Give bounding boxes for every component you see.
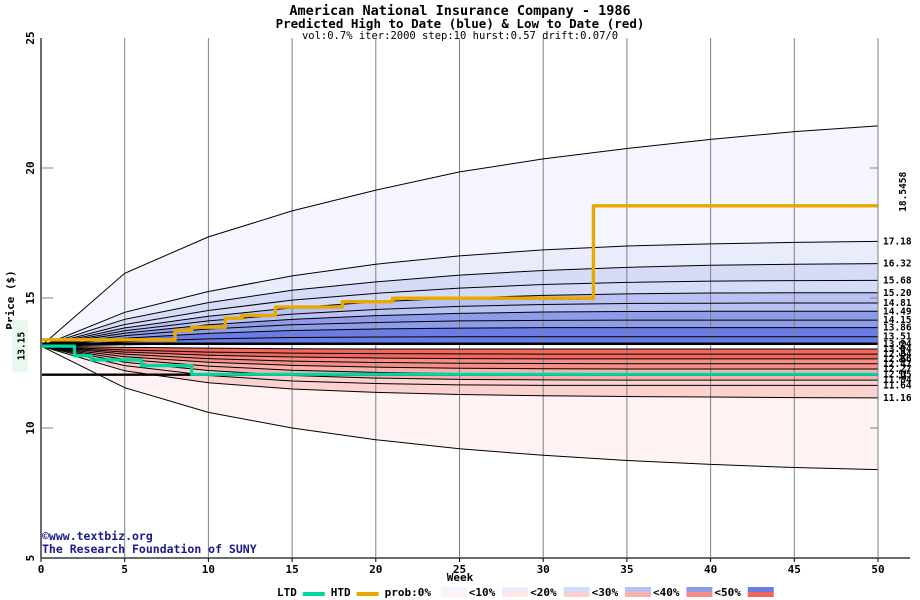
htd-end-label: 18.5458 <box>898 171 909 211</box>
right-axis-value: 15.20 <box>883 288 912 299</box>
right-axis-value: 13.86 <box>883 323 912 334</box>
legend-swatch-bottom-6 <box>686 592 713 597</box>
svg-text:25: 25 <box>24 31 37 44</box>
svg-text:5: 5 <box>24 555 37 562</box>
svg-text:20: 20 <box>24 161 37 174</box>
chart-subtitle: Predicted High to Date (blue) & Low to D… <box>276 16 645 31</box>
legend-label-2: prob:0% <box>385 586 432 599</box>
start-price-label: 13.15 <box>12 320 28 373</box>
legend-swatch-bottom-5 <box>625 592 651 597</box>
svg-text:0: 0 <box>38 563 45 576</box>
legend-label-5: <30% <box>592 586 619 599</box>
x-axis-label: Week <box>447 571 474 584</box>
svg-text:10: 10 <box>24 421 37 434</box>
legend-swatch-bottom-7 <box>747 592 774 597</box>
svg-text:50: 50 <box>871 563 884 576</box>
svg-text:15: 15 <box>24 291 37 304</box>
right-axis-value: 16.32 <box>883 259 912 270</box>
right-axis-value: 12.66 <box>883 354 912 365</box>
right-axis-value: 14.15 <box>883 315 912 326</box>
legend-swatch-top-4 <box>563 587 590 592</box>
right-axis-value: 12.05 <box>883 370 912 381</box>
right-axis-value: 14.81 <box>883 298 912 309</box>
y-axis-label: Price ($) <box>4 270 17 330</box>
legend-swatch-bottom-3 <box>502 592 529 597</box>
chart-legend: LTD HTD prob:0% <10% <20% <30% <40% <50% <box>277 586 774 599</box>
watermark-org: The Research Foundation of SUNY <box>42 542 257 556</box>
legend-label-1: HTD <box>331 586 351 599</box>
legend-swatch-top-7 <box>747 587 774 592</box>
legend-label-3: <10% <box>469 586 496 599</box>
chart-params: vol:0.7% iter:2000 step:10 hurst:0.57 dr… <box>302 30 618 42</box>
legend-swatch-top-5 <box>625 587 651 592</box>
legend-label-6: <40% <box>653 586 680 599</box>
svg-text:40: 40 <box>704 563 717 576</box>
start-price-value: 13.15 <box>17 332 28 361</box>
htd-ltd-lines <box>41 204 878 376</box>
right-axis-value: 12.84 <box>883 349 912 360</box>
right-axis-labels: 17.18 16.32 15.68 15.2014.8114.4914.1513.86… <box>883 171 912 403</box>
svg-text:25: 25 <box>453 563 466 576</box>
legend-swatch-top-3 <box>502 587 529 592</box>
svg-text:45: 45 <box>788 563 801 576</box>
legend-label-0: LTD <box>277 586 297 599</box>
legend-swatch-top-2 <box>440 587 467 592</box>
right-axis-value: 13.24 <box>883 339 912 350</box>
svg-text:10: 10 <box>202 563 215 576</box>
right-axis-value: 11.64 <box>883 380 912 391</box>
right-axis-value: 11.16 <box>883 393 912 404</box>
svg-text:5: 5 <box>121 563 128 576</box>
right-axis-value: 12.27 <box>883 364 912 375</box>
svg-text:30: 30 <box>537 563 550 576</box>
right-axis-value: 13.04 <box>883 344 912 355</box>
svg-text:15: 15 <box>285 563 298 576</box>
right-axis-value: 11.84 <box>883 375 912 386</box>
right-axis-value: 17.18 <box>883 236 912 247</box>
right-axis-value: 15.68 <box>883 275 912 286</box>
right-axis-value: 13.51 <box>883 332 912 343</box>
svg-text:20: 20 <box>369 563 382 576</box>
ltd-end-label: 12.0643 <box>898 340 909 380</box>
watermark-site: ©www.textbiz.org <box>42 529 153 543</box>
right-axis-value: 12.47 <box>883 359 912 370</box>
right-axis-value: 14.49 <box>883 306 912 317</box>
legend-label-4: <20% <box>530 586 557 599</box>
legend-swatch-bottom-2 <box>440 592 467 597</box>
legend-swatch-1 <box>356 592 379 596</box>
legend-swatch-bottom-4 <box>563 592 590 597</box>
legend-label-7: <50% <box>714 586 741 599</box>
svg-text:35: 35 <box>620 563 633 576</box>
chart-title: American National Insurance Company - 19… <box>289 3 630 19</box>
legend-swatch-0 <box>302 592 325 596</box>
legend-swatch-top-6 <box>686 587 713 592</box>
